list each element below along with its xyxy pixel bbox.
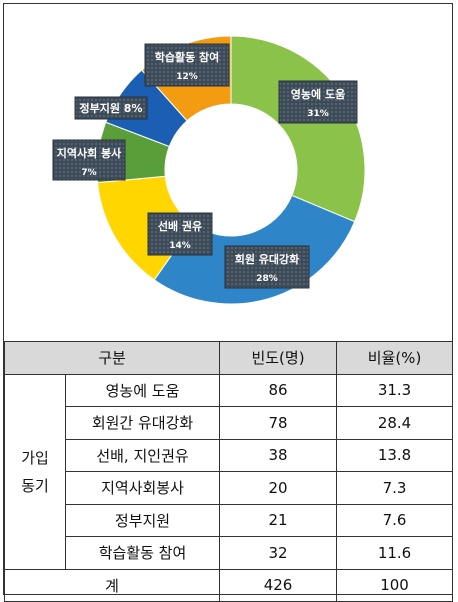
donut-chart: 영농에 도움 31% 회원 유대강화 28% 선배 권유 14% 지역사회 봉사 7% 정부지원… [3,3,453,343]
row-frequency: 86 [219,373,338,407]
row-name: 학습활동 참여 [64,536,221,570]
table-row: 가입 동기 영농에 도움 86 31.3 [4,373,454,570]
total-label: 계 [3,568,221,602]
slice-label-percent: 28% [256,274,278,284]
slice-label-box [224,245,310,289]
table-row: 지역사회봉사 20 7.3 [5,471,454,505]
header-ratio: 비율(%) [336,341,454,375]
slice-label-name: 선배 권유 [158,219,202,233]
row-ratio: 11.6 [336,536,454,570]
table-total-row: 계 426 100 [3,568,454,602]
slice-label-percent: 14% [169,241,191,251]
row-ratio: 28.4 [336,406,454,440]
slice-label-percent: 12% [176,72,198,82]
slice-label: 학습활동 참여 12% [144,43,230,87]
donut-chart-svg: 영농에 도움 31% 회원 유대강화 28% 선배 권유 14% 지역사회 봉사 7% 정부지원… [52,35,366,305]
row-name: 지역사회봉사 [64,471,221,505]
slice-label: 회원 유대강화 28% [224,245,310,289]
table-row: 학습활동 참여 32 11.6 [5,536,454,570]
slice-label-name: 영농에 도움 [291,87,345,101]
row-name: 정부지원 [64,503,221,537]
header-category: 구분 [3,341,221,375]
slice-label: 선배 권유 14% [147,212,213,256]
donut-slice [230,35,366,223]
row-ratio: 13.8 [336,438,454,472]
slice-label-percent: 31% [307,109,329,119]
row-ratio: 7.3 [336,471,454,505]
row-name: 영농에 도움 [64,373,221,407]
slice-label-box [147,212,213,256]
row-frequency: 20 [219,471,338,505]
row-frequency: 32 [219,536,338,570]
slice-label-name: 정부지원 8% [80,101,143,115]
row-frequency: 78 [219,406,338,440]
table-row: 회원간 유대강화 78 28.4 [5,406,454,440]
slice-label-name: 학습활동 참여 [155,50,220,64]
slice-label-percent: 7% [81,168,96,178]
row-ratio: 31.3 [336,373,454,407]
slice-label: 정부지원 8% [74,96,148,120]
slice-label-box [144,43,230,87]
slice-label: 지역사회 봉사 7% [52,139,126,181]
slice-label-box [74,96,148,120]
table-header-row: 구분 빈도(명) 비율(%) [3,341,454,375]
group-label-line2: 동기 [21,476,49,495]
data-table: 구분 빈도(명) 비율(%) 가입 동기 영농에 도움 86 31.3 회원간 … [3,341,454,602]
slice-label: 영농에 도움 31% [278,80,358,124]
row-frequency: 21 [219,503,338,537]
slice-label-name: 회원 유대강화 [235,252,300,266]
row-name: 회원간 유대강화 [64,406,221,440]
table-row: 선배, 지인권유 38 13.8 [5,438,454,472]
slice-label-box [278,80,358,124]
group-label-cell: 가입 동기 [4,373,66,570]
row-ratio: 7.6 [336,503,454,537]
total-ratio: 100 [336,568,454,602]
total-frequency: 426 [219,568,338,602]
slice-label-name: 지역사회 봉사 [57,146,122,160]
group-label-line1: 가입 [21,448,49,467]
header-frequency: 빈도(명) [219,341,338,375]
slice-label-box [52,139,126,181]
table-row: 정부지원 21 7.6 [5,503,454,537]
row-frequency: 38 [219,438,338,472]
row-name: 선배, 지인권유 [64,438,221,472]
